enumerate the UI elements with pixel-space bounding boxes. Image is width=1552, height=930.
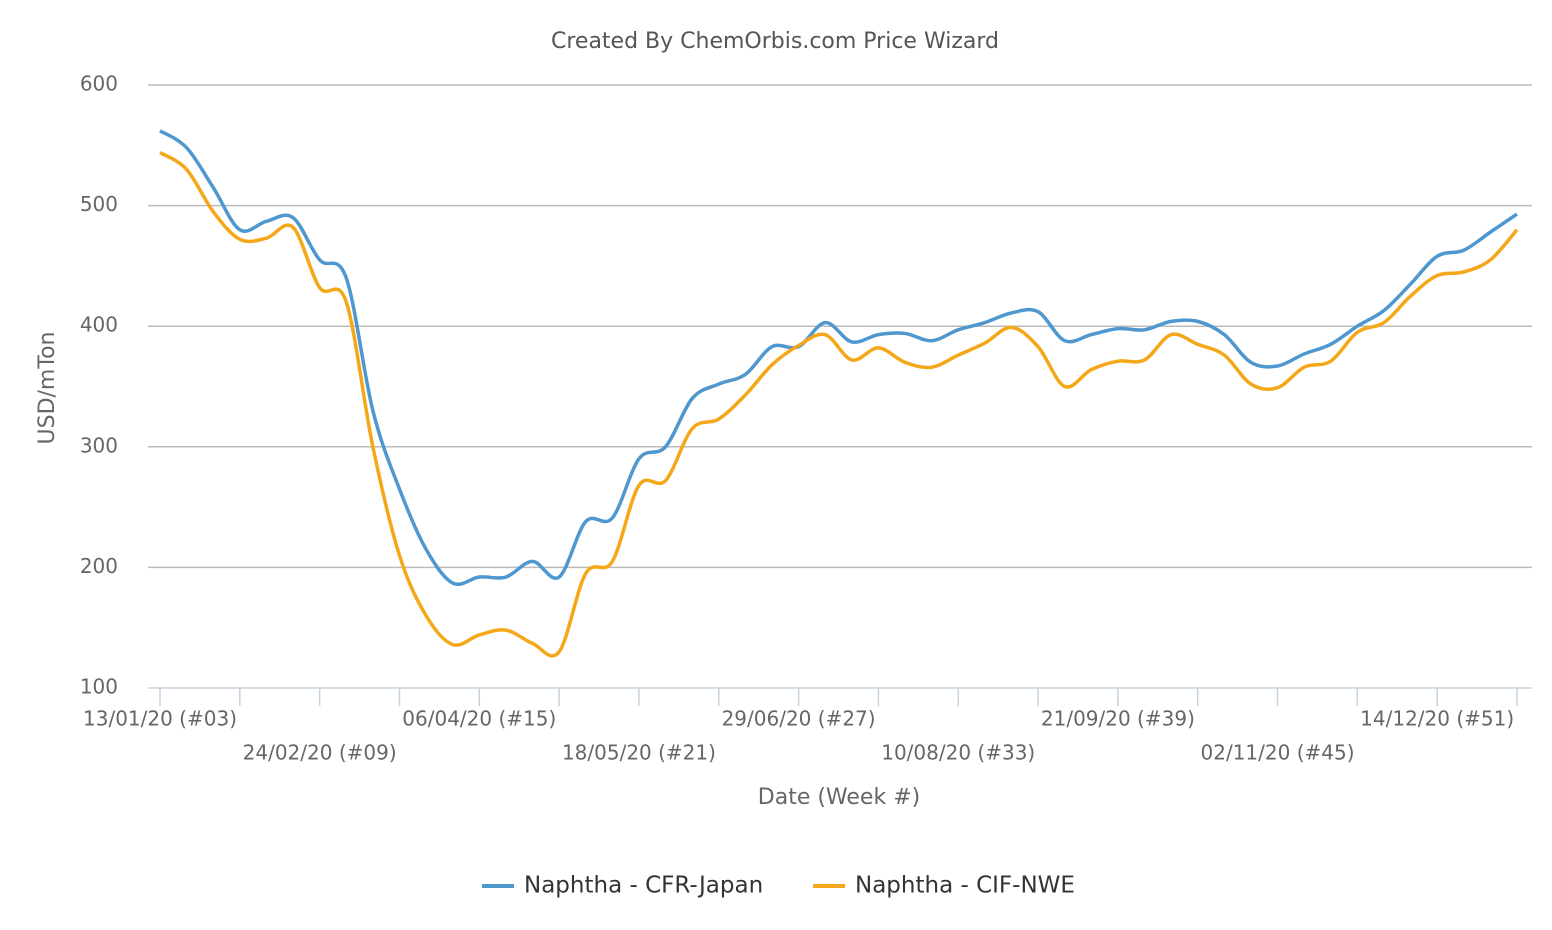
x-axis-label: Date (Week #) xyxy=(758,785,920,810)
line-series xyxy=(159,129,1518,586)
y-tick-label: 300 xyxy=(80,433,118,457)
x-tick-label: 14/12/20 (#51) xyxy=(1360,707,1514,731)
y-tick-label: 400 xyxy=(80,313,118,337)
x-tick-label: 10/08/20 (#33) xyxy=(881,741,1035,765)
x-tick-label: 06/04/20 (#15) xyxy=(402,707,556,731)
y-tick-label: 500 xyxy=(80,192,118,216)
x-tick-label: 21/09/20 (#39) xyxy=(1041,707,1195,731)
x-tick-label: 13/01/20 (#03) xyxy=(83,707,237,731)
legend-label: Naphtha - CIF-NWE xyxy=(855,873,1075,899)
x-tick-label: 29/06/20 (#27) xyxy=(722,707,876,731)
chart-title: Created By ChemOrbis.com Price Wizard xyxy=(551,29,999,54)
legend-label: Naphtha - CFR-Japan xyxy=(524,873,763,899)
x-tick-label: 02/11/20 (#45) xyxy=(1201,741,1355,765)
line-series xyxy=(159,151,1519,658)
y-tick-label: 600 xyxy=(80,72,118,96)
x-tick-label: 18/05/20 (#21) xyxy=(562,741,716,765)
x-tick-label: 24/02/20 (#09) xyxy=(243,741,397,765)
y-axis-label: USD/mTon xyxy=(35,332,60,445)
y-tick-label: 100 xyxy=(80,675,118,699)
y-tick-label: 200 xyxy=(80,554,118,578)
